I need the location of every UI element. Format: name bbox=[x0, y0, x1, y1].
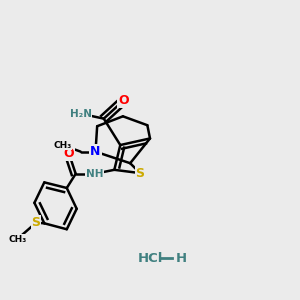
Text: H: H bbox=[176, 252, 187, 265]
Text: S: S bbox=[32, 216, 40, 229]
Text: N: N bbox=[90, 145, 101, 158]
Text: O: O bbox=[118, 94, 129, 107]
Text: NH: NH bbox=[86, 169, 103, 179]
Text: H₂N: H₂N bbox=[70, 109, 92, 119]
Text: HCl: HCl bbox=[137, 252, 163, 265]
Text: S: S bbox=[136, 167, 145, 180]
Text: O: O bbox=[64, 148, 74, 160]
Text: CH₃: CH₃ bbox=[53, 140, 72, 149]
Text: CH₃: CH₃ bbox=[8, 235, 26, 244]
